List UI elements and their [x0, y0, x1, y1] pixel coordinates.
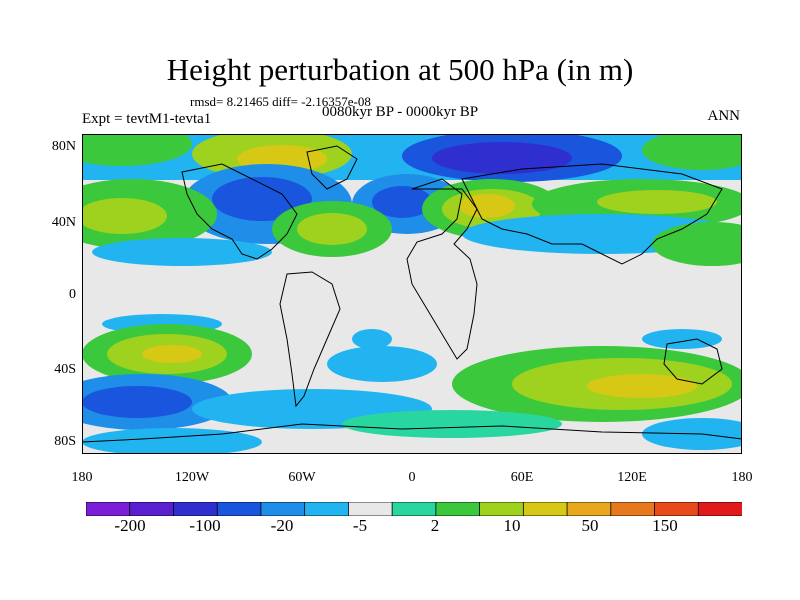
antarctica-outline	[82, 423, 742, 454]
lon-label-180w: 180	[71, 470, 93, 485]
colorbar-swatch	[86, 502, 131, 516]
arctic-green-patch	[82, 134, 192, 166]
period-text: 0080kyr BP - 0000kyr BP	[321, 104, 479, 120]
colorbar-label-minus100: -100	[189, 516, 221, 535]
colorbar-swatch	[566, 502, 612, 516]
colorbar-swatch	[522, 502, 568, 516]
colorbar-swatch	[304, 502, 350, 516]
east-pacific-green	[652, 222, 742, 266]
greenland-outline	[306, 145, 358, 190]
colorbar-label-50: 50	[581, 516, 599, 535]
australia-outline	[663, 338, 723, 385]
siberia-low-core	[432, 142, 572, 174]
height-perturbation-map	[82, 134, 742, 454]
europe-high-core	[459, 194, 515, 218]
lat-label-40n: 40N	[51, 215, 76, 230]
lon-label-60e: 60E	[510, 470, 534, 485]
south-atlantic-cyan	[327, 346, 437, 382]
colorbar-label-150: 150	[652, 516, 678, 535]
south-pacific-high-core	[142, 345, 202, 363]
atlantic-low-core	[372, 186, 432, 218]
experiment-label: Expt = tevtM1-tevta1	[82, 111, 212, 127]
colorbar-swatch	[347, 502, 394, 516]
indian-ocean-cyan	[642, 329, 722, 349]
colorbar-swatch	[435, 502, 481, 516]
south-america-outline	[279, 271, 341, 408]
colorbar-swatch	[216, 502, 262, 516]
colorbar	[86, 502, 742, 516]
season-label: ANN	[707, 108, 741, 124]
colorbar-swatch	[129, 502, 175, 516]
colorbar-swatch	[479, 502, 525, 516]
south-pacific-low-core	[82, 386, 192, 418]
lon-label-120w: 120W	[174, 470, 210, 485]
lat-label-80n: 80N	[51, 139, 76, 154]
colorbar-swatch	[260, 502, 306, 516]
asia-outline	[461, 163, 723, 265]
lat-label-0: 0	[69, 287, 76, 302]
colorbar-label-minus200: -200	[114, 516, 146, 535]
tropical-atlantic-cyan	[352, 329, 392, 349]
north-pacific-high-core	[82, 198, 167, 234]
lon-label-120e: 120E	[617, 470, 647, 485]
colorbar-label-2: 2	[430, 516, 440, 535]
pacific-arctic-green	[642, 134, 742, 170]
south-indian-high-core	[587, 374, 697, 398]
map-title: Height perturbation at 500 hPa (in m)	[166, 52, 634, 87]
north-america-low-core	[212, 177, 312, 221]
colorbar-swatch	[697, 502, 742, 516]
continent-outlines	[82, 145, 742, 454]
colorbar-swatch	[173, 502, 219, 516]
west-atlantic-high-core	[297, 213, 367, 245]
colorbar-label-10: 10	[503, 516, 521, 535]
asia-high-core	[597, 190, 717, 214]
colorbar-swatch	[391, 502, 437, 516]
colorbar-swatch	[610, 502, 656, 516]
colorbar-label-minus5: -5	[352, 516, 368, 535]
lon-label-0: 0	[408, 470, 416, 485]
north-america-outline	[181, 163, 298, 260]
colorbar-label-minus20: -20	[270, 516, 294, 535]
lat-label-40s: 40S	[54, 362, 76, 377]
europe-africa-outline	[406, 178, 478, 360]
lat-label-80s: 80S	[54, 434, 76, 449]
north-pacific-blue	[92, 238, 272, 266]
lon-label-60w: 60W	[288, 470, 316, 485]
map-frame	[82, 134, 742, 454]
antarctic-green	[342, 410, 562, 438]
colorbar-swatch	[654, 502, 700, 516]
lon-label-180e: 180	[731, 470, 753, 485]
stats-text: rmsd= 8.21465 diff= -2.16357e-08	[190, 94, 371, 109]
